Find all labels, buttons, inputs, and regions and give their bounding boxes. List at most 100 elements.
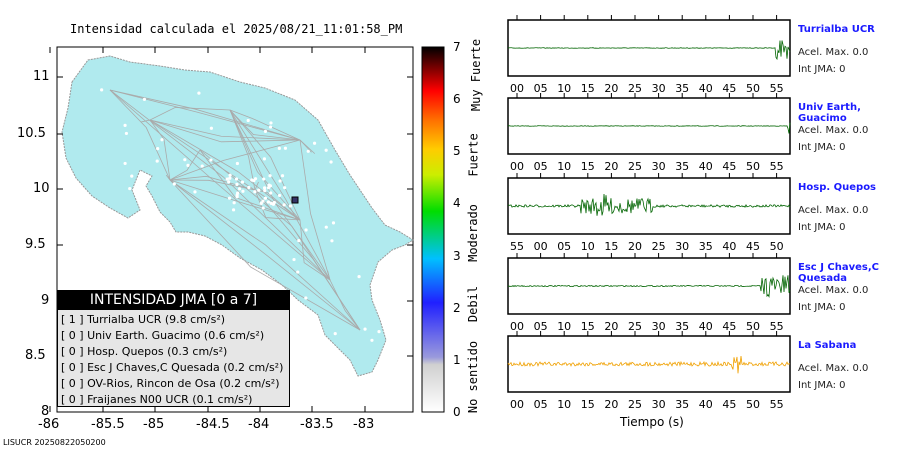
x-tick-label: -85.5 [91, 417, 125, 432]
time-tick-label: 55 [769, 320, 784, 333]
time-tick-label: 15 [580, 320, 595, 333]
time-tick-label: 15 [580, 160, 595, 173]
station-dot [246, 118, 250, 123]
road [165, 174, 171, 181]
station-dot [235, 182, 239, 186]
road [169, 179, 301, 221]
y-tick-label: 8.5 [25, 348, 46, 363]
time-tick-label: 30 [651, 320, 666, 333]
station-name: Hosp. Quepos [798, 182, 877, 193]
station-dot [262, 157, 267, 161]
time-tick-label: 25 [628, 160, 642, 173]
station-name: Esc J Chaves,C Quesada [798, 262, 879, 284]
cat-debil: Debil [466, 285, 481, 323]
station-dot [386, 316, 390, 320]
time-tick-label: 05 [533, 160, 548, 173]
road [149, 119, 301, 221]
colorbar-tick: 2 [453, 300, 461, 315]
road [141, 119, 151, 123]
time-tick-label: 10 [580, 240, 595, 253]
station-dot [333, 332, 337, 336]
station-dot [263, 129, 268, 133]
station-dot [160, 138, 164, 142]
max-acceleration: Acel. Max. 0.0 [798, 363, 869, 374]
station-dot [292, 257, 296, 262]
station-dot [200, 164, 204, 168]
time-tick-label: 50 [769, 240, 784, 253]
time-tick-label: 35 [675, 160, 690, 173]
max-acceleration: Acel. Max. 0.0 [798, 125, 869, 136]
footer-id: LISUCR 20250822050200 [3, 438, 106, 447]
x-tick-label: -84 [248, 417, 270, 432]
time-tick-label: 20 [604, 82, 619, 95]
road [299, 219, 331, 281]
x-axis-label: Tiempo (s) [620, 415, 684, 429]
legend-title: INTENSIDAD JMA [0 a 7] [58, 291, 289, 310]
time-tick-label: 45 [722, 160, 737, 173]
station-dot [172, 182, 176, 186]
time-tick-label: 30 [651, 398, 666, 411]
station-dot [268, 125, 273, 129]
time-tick-label: 00 [510, 160, 524, 173]
station-dot [237, 187, 242, 191]
station-dot [209, 158, 213, 162]
station-dot [130, 174, 134, 178]
station-dot [271, 202, 276, 206]
time-tick-label: 45 [746, 240, 760, 253]
station-dot [259, 201, 263, 205]
station-dot [247, 185, 251, 190]
road [149, 107, 231, 121]
waveform-trace [507, 193, 791, 216]
station-dot [142, 97, 147, 101]
colorbar-tick: 4 [453, 196, 461, 211]
waveform-trace [507, 275, 791, 298]
station-dot [262, 177, 266, 181]
road [229, 109, 301, 221]
colorbar-tick: 0 [453, 405, 461, 419]
road [109, 89, 331, 281]
station-dot [261, 206, 265, 210]
station-dot [240, 180, 245, 184]
station-dot [329, 160, 333, 164]
x-tick-label: -84.5 [196, 417, 230, 432]
time-tick-label: 05 [533, 398, 548, 411]
time-tick-label: 05 [557, 240, 572, 253]
max-acceleration: Acel. Max. 0.0 [798, 285, 869, 296]
station-dot [268, 184, 273, 188]
station-name: Univ Earth, Guacimo [798, 102, 861, 124]
time-tick-label: 00 [510, 320, 524, 333]
station-dot [269, 121, 273, 125]
y-tick-label: 9 [41, 293, 50, 308]
station-dot [324, 225, 328, 229]
station-dot [331, 221, 336, 225]
road [169, 179, 256, 191]
road [149, 119, 301, 141]
time-tick-label: 10 [557, 398, 572, 411]
station-dot [269, 191, 273, 195]
station-dot [227, 196, 232, 200]
time-tick-label: 45 [722, 82, 737, 95]
roads [109, 89, 361, 331]
station-dot [278, 179, 282, 183]
waveform-trace [507, 122, 791, 134]
station-dot [283, 186, 287, 190]
station-dot [231, 208, 236, 212]
station-dot [234, 177, 239, 181]
station-dot [253, 177, 258, 181]
station-dot [268, 174, 272, 178]
time-tick-label: 40 [698, 160, 713, 173]
time-tick-label: 35 [698, 240, 713, 253]
station-dot [324, 148, 328, 152]
station-dot [124, 131, 129, 136]
time-tick-label: 05 [533, 320, 548, 333]
time-tick-label: 10 [557, 320, 572, 333]
colorbar-tick: 3 [453, 248, 461, 263]
station-dot [306, 149, 310, 153]
time-tick-label: 20 [604, 320, 619, 333]
legend-item: [ 0 ] OV-Rios, Rincon de Osa (0.2 cm/s²) [61, 377, 280, 390]
station-dot [128, 186, 132, 191]
station-dot [123, 123, 127, 128]
time-tick-label: 25 [651, 240, 666, 253]
time-tick-label: 50 [746, 160, 760, 173]
time-tick-label: 10 [557, 160, 572, 173]
